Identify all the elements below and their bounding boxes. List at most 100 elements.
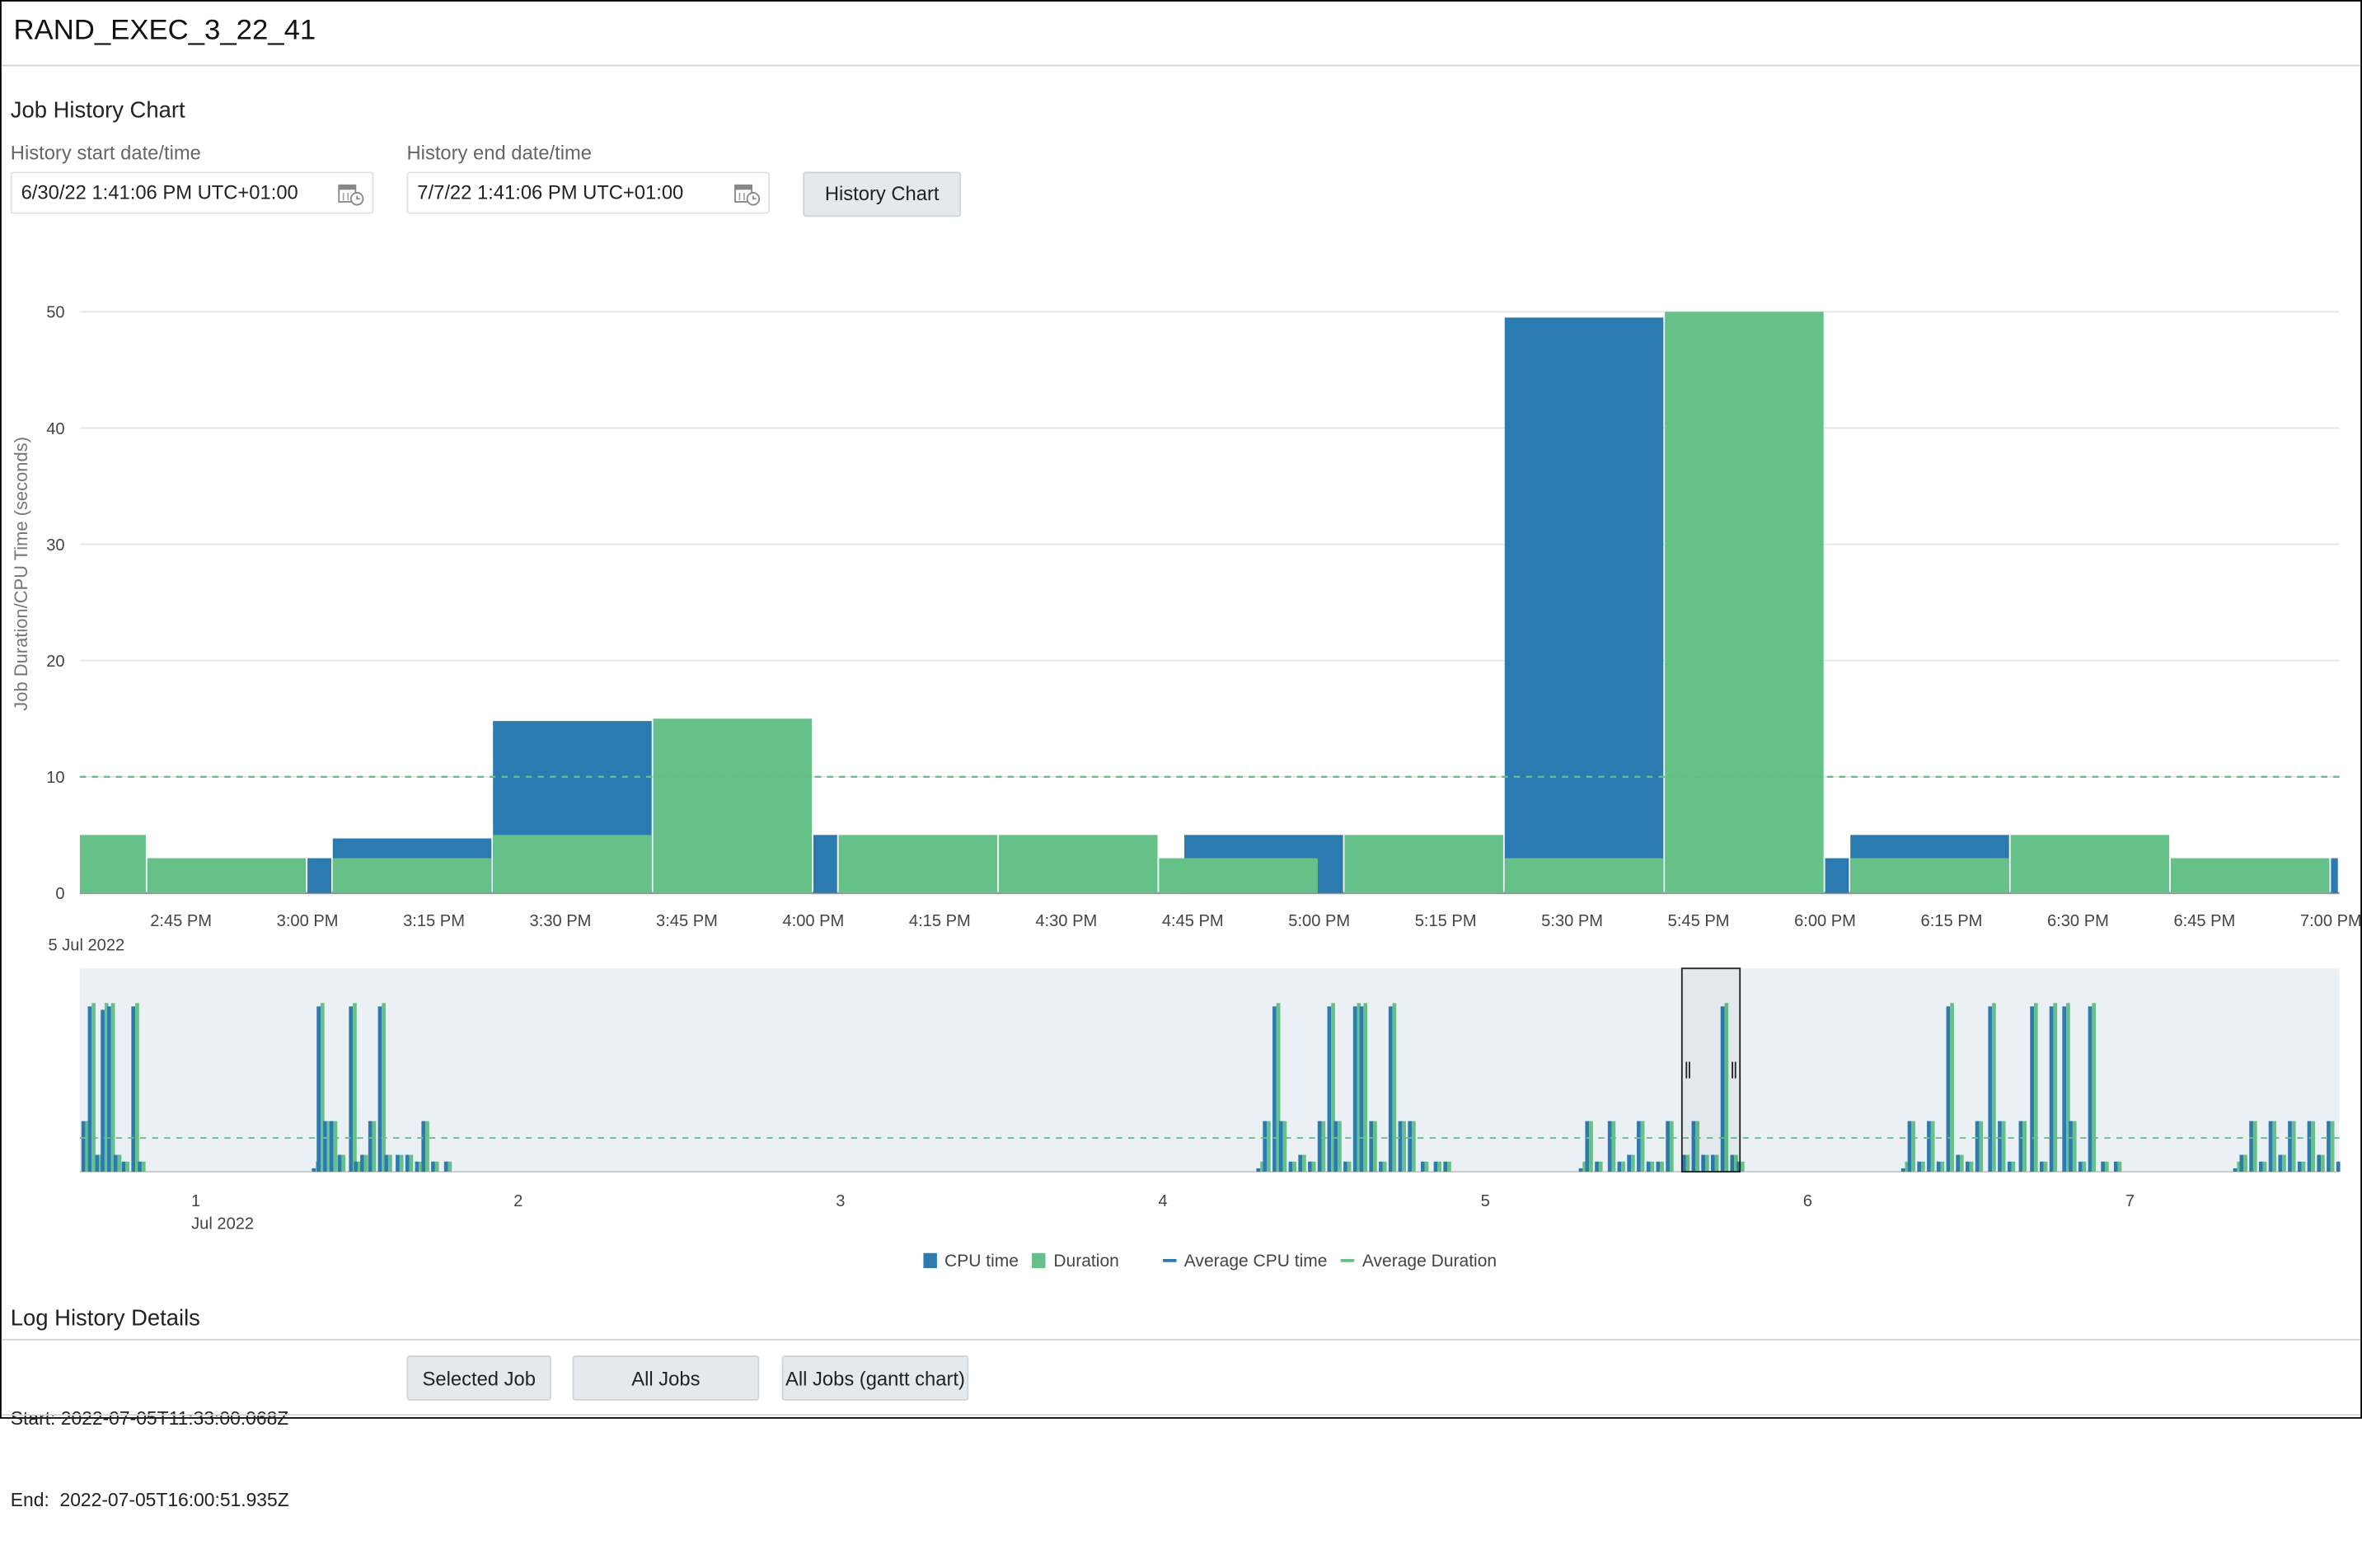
navigator-duration-bar (2301, 1161, 2306, 1172)
navigator-drag-handle[interactable] (1685, 1061, 1690, 1079)
navigator-cpu-bar (2113, 1161, 2118, 1172)
navigator-duration-bar (409, 1154, 414, 1172)
start-date-input[interactable]: 6/30/22 1:41:06 PM UTC+01:00 (10, 171, 374, 214)
y-tick-label: 30 (46, 536, 64, 555)
navigator-cpu-bar (431, 1161, 435, 1172)
navigator-duration-bar (388, 1154, 392, 1172)
y-axis-title: Job Duration/CPU Time (seconds) (11, 437, 31, 711)
legend-avg-duration[interactable]: Average Duration (1341, 1253, 1497, 1271)
navigator-cpu-bar (1343, 1161, 1347, 1172)
navigator-cpu-bar (337, 1154, 342, 1172)
navigator-duration-bar (1282, 1121, 1287, 1172)
calendar-clock-icon[interactable] (733, 182, 761, 206)
navigator-duration-bar (141, 1161, 146, 1172)
navigator-duration-bar (1357, 1003, 1361, 1172)
legend-avg-cpu[interactable]: Average CPU time (1163, 1253, 1327, 1271)
log-history-heading: Log History Details (10, 1305, 200, 1332)
navigator-selection-window[interactable] (1680, 967, 1741, 1172)
navigator-cpu-bar (101, 1009, 105, 1172)
navigator-cpu-bar (2007, 1161, 2012, 1172)
navigator-duration-bar (1650, 1161, 1655, 1172)
cpu-time-bar (2331, 858, 2338, 893)
log-divider (1, 1338, 2361, 1341)
app-window: RAND_EXEC_3_22_41 Job History Chart Hist… (0, 0, 2362, 1510)
duration-bar (653, 718, 813, 893)
navigator-duration-bar (1424, 1161, 1429, 1172)
job-history-heading: Job History Chart (10, 97, 185, 124)
navigator-cpu-bar (1681, 1154, 1686, 1172)
navigator-duration-bar (1582, 1161, 1587, 1172)
navigator-cpu-bar (1975, 1121, 1980, 1172)
x-tick-label: 6:15 PM (1921, 912, 1983, 930)
chart-legend: CPU time Duration Average CPU time Avera… (923, 1252, 1497, 1271)
navigator-cpu-bar (95, 1154, 100, 1172)
navigator-duration-bar (125, 1161, 130, 1172)
navigator-duration-bar (2291, 1121, 2296, 1172)
navigator-cpu-bar (2258, 1161, 2263, 1172)
selected-job-button[interactable]: Selected Job (406, 1355, 551, 1401)
navigator-duration-bar (2272, 1121, 2277, 1172)
navigator-duration-bar (1669, 1121, 1674, 1172)
navigator-cpu-bar (1936, 1161, 1941, 1172)
navigator-cpu-bar (396, 1154, 400, 1172)
navigator-drag-handle[interactable] (1732, 1061, 1736, 1079)
navigator-cpu-bar (1327, 1006, 1332, 1172)
navigator-duration-bar (1392, 1003, 1397, 1172)
end-date-input[interactable]: 7/7/22 1:41:06 PM UTC+01:00 (406, 171, 771, 214)
calendar-clock-icon[interactable] (337, 182, 364, 206)
x-tick-label: 6:00 PM (1794, 912, 1856, 930)
x-tick-label: 2:45 PM (150, 912, 212, 930)
navigator-duration-bar (2330, 1121, 2335, 1172)
navigator-cpu-bar (1956, 1154, 1960, 1172)
navigator-cpu-bar (1433, 1161, 1438, 1172)
navigator-cpu-bar (131, 1006, 136, 1172)
x-tick-label: 3:45 PM (656, 912, 718, 930)
y-tick-label: 50 (46, 304, 64, 322)
navigator-cpu-bar (87, 1006, 92, 1172)
navigator-duration-bar (1660, 1161, 1664, 1172)
navigator-cpu-bar (113, 1154, 118, 1172)
navigator-duration-bar (333, 1121, 338, 1172)
navigator-cpu-bar (1585, 1121, 1590, 1172)
legend-duration[interactable]: Duration (1032, 1252, 1119, 1271)
history-chart-button[interactable]: History Chart (803, 171, 962, 218)
navigator-duration-bar (117, 1154, 122, 1172)
navigator-cpu-bar (1701, 1154, 1705, 1172)
navigator-day-label: 7 (2125, 1192, 2135, 1210)
navigator-cpu-bar (1656, 1161, 1661, 1172)
navigator-cpu-bar (1736, 1161, 1741, 1172)
legend-cpu[interactable]: CPU time (923, 1252, 1019, 1271)
x-tick-label: 5:30 PM (1541, 912, 1603, 930)
navigator-cpu-bar (1256, 1168, 1261, 1172)
navigator-duration-bar (1611, 1121, 1616, 1172)
navigator-duration-bar (1311, 1161, 1316, 1172)
navigator-cpu-bar (107, 1006, 111, 1172)
navigator-duration-bar (1598, 1161, 1603, 1172)
navigator-cpu-bar (2327, 1121, 2331, 1172)
x-tick-label: 4:30 PM (1035, 912, 1097, 930)
navigator-cpu-bar (1317, 1121, 1322, 1172)
navigator-cpu-bar (1398, 1121, 1403, 1172)
navigator-duration-bar (2053, 1003, 2058, 1172)
navigator-duration-bar (1695, 1121, 1699, 1172)
navigator-cpu-bar (1998, 1121, 2002, 1172)
log-times: Start: 2022-07-05T11:33:00.068Z End: 202… (11, 1351, 289, 1568)
all-jobs-gantt-button[interactable]: All Jobs (gantt chart) (781, 1355, 969, 1401)
end-date-label: History end date/time (406, 141, 593, 165)
navigator-duration-bar (1704, 1154, 1709, 1172)
navigator-cpu-bar (1988, 1006, 1993, 1172)
navigator-duration-bar (1734, 1154, 1738, 1172)
navigator-cpu-bar (1333, 1121, 1338, 1172)
navigator-cpu-bar (138, 1161, 142, 1172)
navigator-duration-bar (2022, 1121, 2027, 1172)
navigator-cpu-bar (1359, 1006, 1364, 1172)
navigator-cpu-bar (360, 1154, 364, 1172)
navigator-cpu-bar (2049, 1006, 2054, 1172)
avg-cpu-dash-icon (1163, 1259, 1177, 1262)
cpu-time-bar (1825, 858, 1849, 893)
all-jobs-button[interactable]: All Jobs (572, 1355, 760, 1401)
x-tick-label: 5:15 PM (1415, 912, 1477, 930)
date-label: 5 Jul 2022 (48, 936, 124, 954)
navigator-cpu-bar (121, 1161, 126, 1172)
header-divider (1, 64, 2361, 67)
